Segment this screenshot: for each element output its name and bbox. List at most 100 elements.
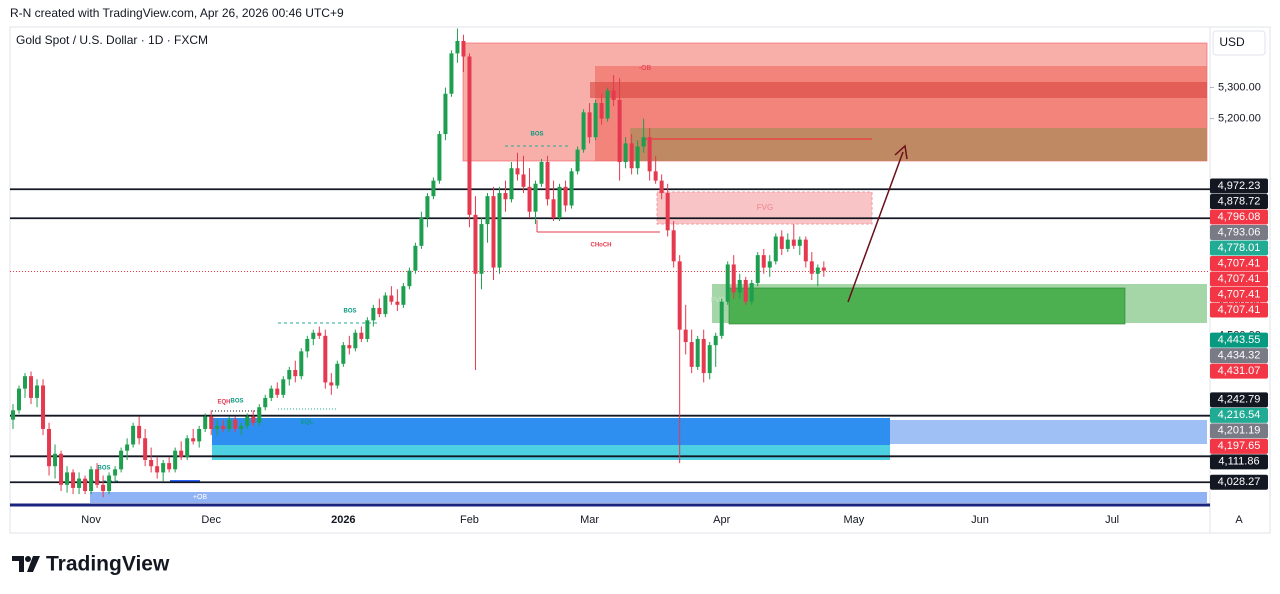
- candle-body: [203, 416, 208, 429]
- candle-body: [593, 103, 598, 138]
- candle-body: [797, 239, 802, 246]
- candle-body: [653, 171, 658, 181]
- price-label: 4,972.23: [1218, 180, 1261, 192]
- price-label: 4,201.19: [1218, 425, 1261, 437]
- candle-body: [173, 450, 178, 470]
- candle-body: [629, 143, 634, 169]
- candle-body: [419, 217, 424, 246]
- bullish-ob: [90, 492, 1207, 503]
- auto-scale-button[interactable]: A: [1235, 514, 1243, 526]
- chart-frame: [9, 26, 1271, 534]
- candle-body: [545, 162, 550, 200]
- logo-dot: [25, 556, 31, 562]
- price-label: 4,707.41: [1218, 288, 1261, 300]
- annotation: EQH: [217, 400, 230, 406]
- candle-body: [371, 307, 376, 321]
- candle-body: [221, 425, 226, 429]
- candle-body: [275, 388, 280, 395]
- price-label: 4,793.06: [1218, 226, 1261, 238]
- candle-body: [245, 416, 250, 426]
- candle-body: [197, 428, 202, 442]
- candle-body: [71, 472, 76, 488]
- candle-body: [65, 472, 70, 485]
- candle-body: [641, 137, 646, 147]
- candle-body: [227, 419, 232, 429]
- candle-body: [377, 307, 382, 315]
- candle-body: [473, 214, 478, 274]
- candle-body: [209, 416, 214, 429]
- price-label-box: [1210, 423, 1268, 439]
- candle-body: [257, 407, 262, 423]
- price-label-box: [1210, 392, 1268, 408]
- brand-logo: TradingView: [12, 553, 170, 576]
- price-label: 4,111.86: [1218, 456, 1259, 468]
- annotation: FVG: [711, 297, 725, 304]
- x-tick-label: Nov: [81, 514, 101, 526]
- candle-body: [233, 419, 238, 429]
- candle-body: [317, 332, 322, 336]
- x-tick-label: Jul: [1105, 514, 1119, 526]
- currency-box[interactable]: [1212, 30, 1266, 56]
- candle-body: [563, 186, 568, 206]
- x-tick-label: Mar: [580, 514, 599, 526]
- candle-body: [479, 224, 484, 274]
- price-label-box: [1210, 363, 1268, 379]
- zones: [85, 42, 1208, 503]
- candle-body: [461, 40, 466, 57]
- candle-body: [35, 385, 40, 398]
- candle-body: [539, 162, 544, 184]
- candle-body: [569, 171, 574, 206]
- candle-body: [455, 40, 460, 54]
- price-label-box: [1210, 438, 1268, 454]
- candle-body: [335, 363, 340, 386]
- y-tick-label: 5,200.00: [1218, 112, 1261, 124]
- currency-button[interactable]: USD: [1212, 30, 1266, 56]
- candle-body: [707, 345, 712, 374]
- candle-body: [131, 425, 136, 445]
- candle-body: [821, 267, 826, 271]
- annotation: EQL: [301, 420, 314, 426]
- price-label-box: [1210, 193, 1268, 209]
- price-label: 4,216.54: [1218, 409, 1261, 421]
- candle-body: [95, 469, 100, 485]
- price-label: 4,778.01: [1218, 242, 1261, 254]
- candle-body: [359, 332, 364, 339]
- bullish-zone: [212, 418, 890, 445]
- candle-body: [647, 137, 652, 172]
- logo-mark: [12, 556, 24, 572]
- candle-body: [11, 410, 16, 420]
- candle-body: [497, 193, 502, 268]
- candle-body: [425, 196, 430, 218]
- candle-body: [383, 295, 388, 315]
- candle-body: [185, 438, 190, 457]
- candle-body: [701, 338, 706, 374]
- candle-body: [683, 329, 688, 343]
- candle-body: [29, 376, 34, 398]
- price-label-box: [1210, 240, 1268, 256]
- candle-body: [191, 438, 196, 442]
- candle-body: [695, 338, 700, 367]
- candle-body: [611, 90, 616, 100]
- price-label-box: [1210, 286, 1268, 302]
- price-label: 4,707.41: [1218, 273, 1261, 285]
- candle-body: [737, 279, 742, 293]
- candle-body: [725, 264, 730, 302]
- candle-body: [329, 382, 334, 386]
- candle-body: [47, 428, 52, 467]
- candle-body: [59, 453, 64, 485]
- candle-body: [287, 369, 292, 380]
- candle-body: [323, 335, 328, 383]
- currency-label[interactable]: USD: [1219, 35, 1245, 49]
- candle-body: [41, 385, 46, 429]
- price-label: 4,443.55: [1218, 334, 1261, 346]
- price-label-box: [1210, 348, 1268, 364]
- candle-body: [773, 236, 778, 262]
- candle-body: [53, 453, 58, 467]
- candle-body: [503, 193, 508, 200]
- zone-extension: [890, 420, 1207, 444]
- candle-body: [575, 149, 580, 172]
- candle-body: [149, 459, 154, 467]
- price-label: 4,434.32: [1218, 350, 1261, 362]
- candle-body: [299, 351, 304, 377]
